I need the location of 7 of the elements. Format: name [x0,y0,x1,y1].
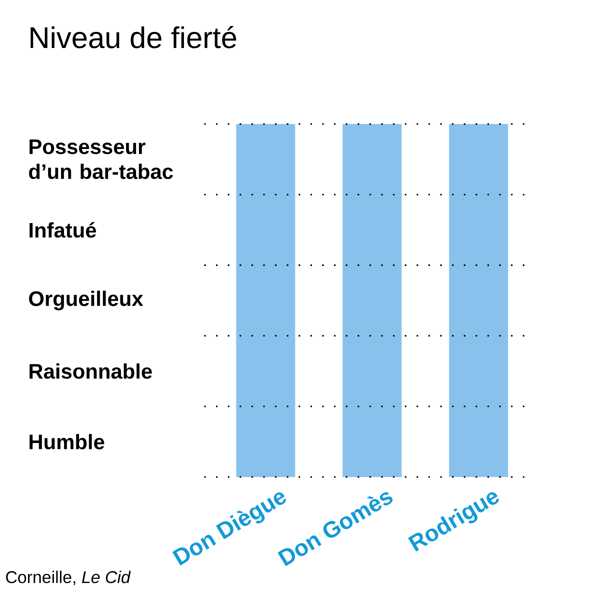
text: Orgueilleux [29,290,144,310]
text: Possesseur d’un bar-tabac [29,140,173,180]
text: Corneille, Le Cid [6,570,131,586]
text: Infatué [30,222,96,238]
text: Raisonnable [30,363,152,379]
text: Humble [30,434,104,450]
chart-title: Niveau de fierté [30,26,236,48]
